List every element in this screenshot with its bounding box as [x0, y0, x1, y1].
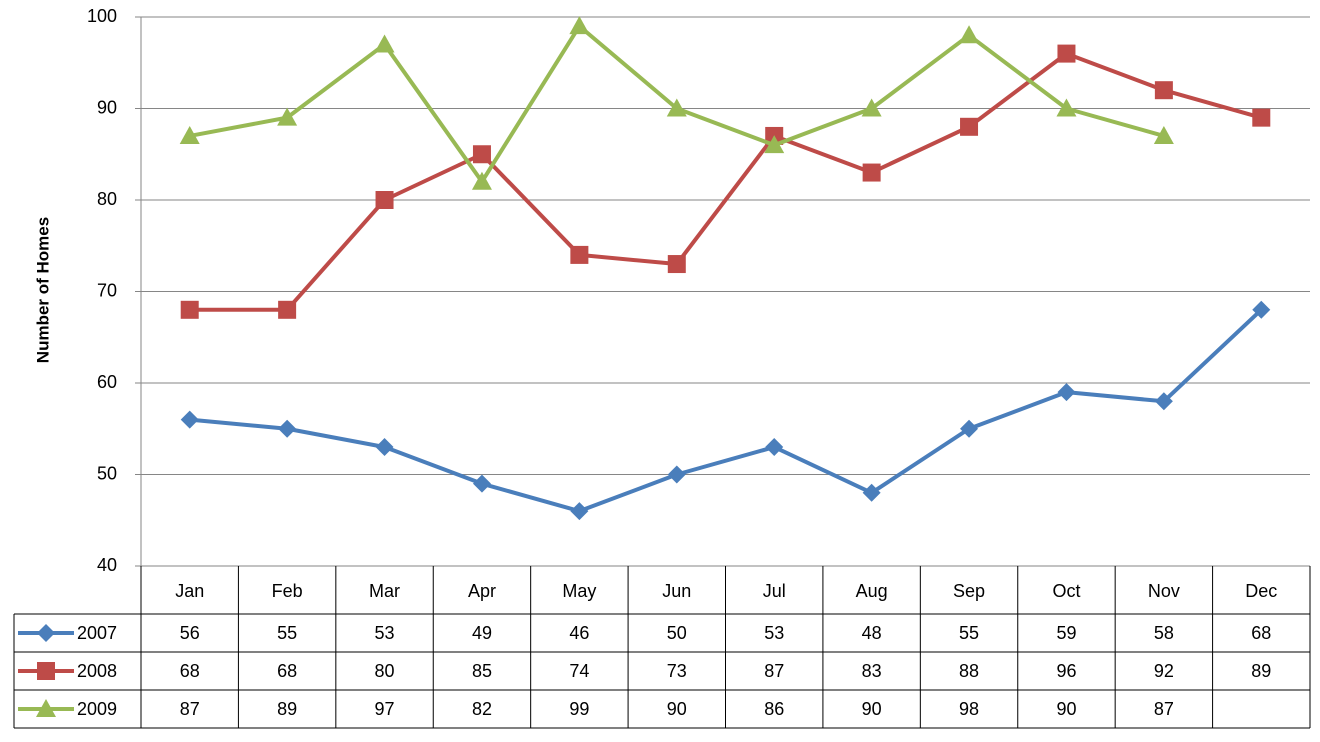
table-value: 68 — [1251, 623, 1271, 643]
table-value: 68 — [277, 661, 297, 681]
table-value: 53 — [764, 623, 784, 643]
table-value: 90 — [1056, 699, 1076, 719]
data-point — [569, 16, 590, 35]
y-tick-label: 70 — [97, 280, 117, 300]
data-point — [764, 135, 785, 154]
table-value: 55 — [959, 623, 979, 643]
data-point — [570, 245, 589, 264]
x-tick-label: Jun — [662, 581, 691, 601]
data-point — [375, 191, 394, 209]
y-tick-label: 90 — [97, 97, 117, 117]
x-tick-label: May — [562, 581, 596, 601]
table-value: 90 — [667, 699, 687, 719]
x-tick-label: Nov — [1148, 581, 1180, 601]
data-point — [862, 163, 881, 182]
x-tick-label: Dec — [1245, 581, 1277, 601]
table-value: 73 — [667, 661, 687, 681]
table-value: 96 — [1056, 661, 1076, 681]
table-value: 87 — [1154, 699, 1174, 719]
table-value: 89 — [277, 699, 297, 719]
data-point — [1154, 81, 1173, 100]
data-point — [1252, 300, 1271, 319]
data-point — [861, 98, 882, 117]
x-tick-label: Mar — [369, 581, 400, 601]
data-point — [959, 25, 980, 44]
legend-marker — [36, 699, 56, 717]
legend-marker — [37, 662, 55, 680]
data-point — [1154, 392, 1173, 411]
data-point — [765, 438, 784, 457]
table-value: 50 — [667, 623, 687, 643]
table-value: 90 — [862, 699, 882, 719]
data-point — [374, 34, 395, 53]
table-value: 68 — [180, 661, 200, 681]
data-point — [1056, 98, 1077, 117]
x-tick-label: Jan — [175, 581, 204, 601]
data-point — [570, 502, 589, 521]
table-value: 98 — [959, 699, 979, 719]
table-value: 97 — [375, 699, 395, 719]
data-point — [666, 98, 687, 117]
y-tick-label: 50 — [97, 463, 117, 483]
y-tick-label: 100 — [87, 6, 117, 26]
legend-marker — [37, 624, 55, 642]
table-value: 89 — [1251, 661, 1271, 681]
table-value: 56 — [180, 623, 200, 643]
table-value: 99 — [569, 699, 589, 719]
x-tick-label: Apr — [468, 581, 496, 601]
legend-label: 2008 — [77, 661, 117, 681]
data-point — [472, 145, 491, 164]
table-value: 48 — [862, 623, 882, 643]
y-tick-label: 80 — [97, 189, 117, 209]
series-line — [189, 308, 1263, 514]
x-tick-label: Oct — [1052, 581, 1080, 601]
table-value: 85 — [472, 661, 492, 681]
table-value: 74 — [569, 661, 589, 681]
data-point — [1057, 44, 1076, 63]
x-tick-label: Sep — [953, 581, 985, 601]
data-point — [179, 125, 200, 144]
data-point — [862, 483, 881, 502]
y-tick-label: 60 — [97, 372, 117, 392]
table-value: 92 — [1154, 661, 1174, 681]
x-tick-label: Feb — [272, 581, 303, 601]
data-point — [180, 300, 199, 319]
data-point — [960, 117, 979, 136]
y-axis-title: Number of Homes — [33, 217, 52, 363]
table-value: 82 — [472, 699, 492, 719]
x-tick-label: Jul — [763, 581, 786, 601]
table-value: 80 — [375, 661, 395, 681]
table-value: 53 — [375, 623, 395, 643]
table-value: 55 — [277, 623, 297, 643]
data-point — [667, 255, 686, 274]
data-point — [472, 474, 491, 493]
x-tick-label: Aug — [856, 581, 888, 601]
legend-label: 2007 — [77, 623, 117, 643]
table-value: 87 — [764, 661, 784, 681]
data-point — [667, 465, 686, 484]
data-point — [180, 410, 199, 429]
data-point — [1153, 125, 1174, 144]
table-value: 87 — [180, 699, 200, 719]
table-value: 46 — [569, 623, 589, 643]
table-value: 58 — [1154, 623, 1174, 643]
data-point — [960, 419, 979, 438]
table-value: 49 — [472, 623, 492, 643]
data-point — [375, 438, 394, 457]
table-value: 86 — [764, 699, 784, 719]
series-line — [189, 51, 1262, 312]
legend-label: 2009 — [77, 699, 117, 719]
data-point — [471, 171, 492, 190]
data-point — [278, 419, 297, 438]
table-value: 83 — [862, 661, 882, 681]
y-tick-label: 40 — [97, 555, 117, 575]
table-value: 59 — [1056, 623, 1076, 643]
data-point — [278, 300, 297, 319]
data-point — [1057, 383, 1076, 402]
table-value: 88 — [959, 661, 979, 681]
data-point — [277, 107, 298, 126]
data-point — [1252, 108, 1271, 127]
